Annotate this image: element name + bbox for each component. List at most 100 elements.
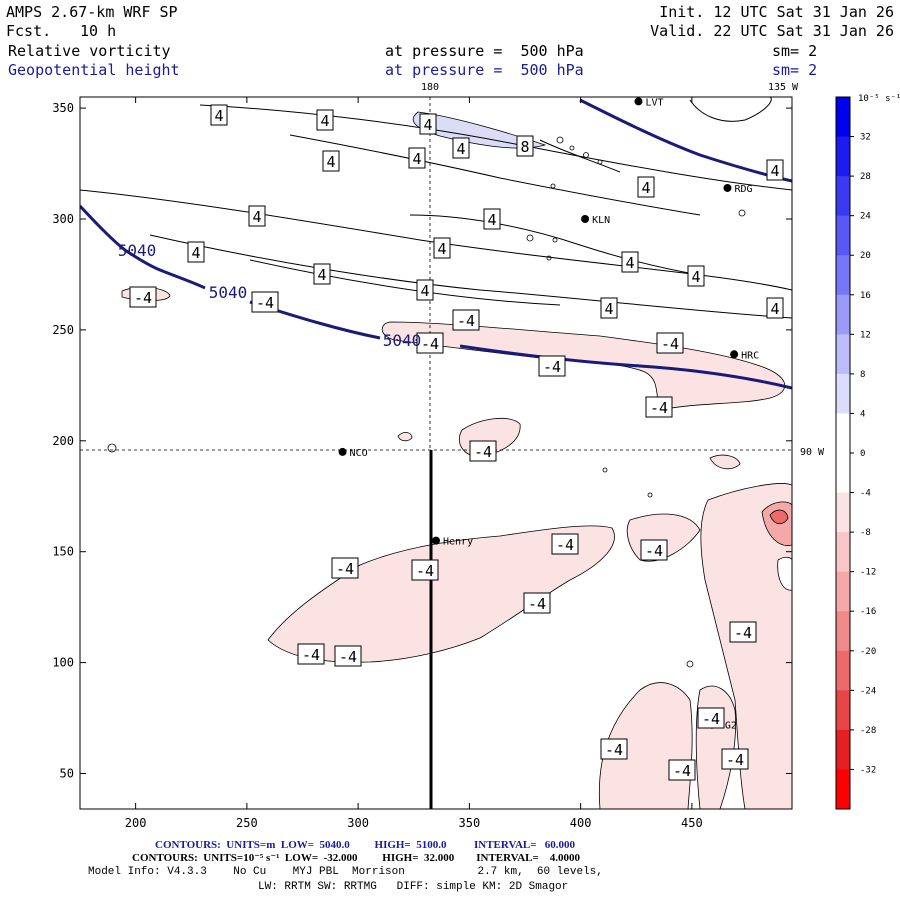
contour-label: -4 (134, 289, 152, 307)
station-label: RDG (734, 184, 752, 195)
station-marker[interactable] (634, 97, 643, 106)
contour-label: 4 (604, 300, 613, 318)
x-tick-label: 250 (236, 816, 258, 830)
height-contour-label: 5040 (118, 241, 157, 260)
contour-label: 4 (423, 116, 432, 134)
station-marker[interactable] (432, 536, 440, 545)
footer-height-contours: CONTOURS: UNITS=m LOW= 5040.0 HIGH= 5100… (155, 839, 576, 851)
y-tick-label: 250 (52, 323, 74, 337)
contour-label-box (210, 104, 228, 126)
negative-vorticity-central (267, 525, 615, 663)
contour-label-box (729, 621, 757, 643)
colorbar-level-label: 28 (860, 172, 871, 182)
x-tick-label: 200 (125, 816, 147, 830)
colorbar-level-label: 12 (860, 330, 871, 340)
contour-label-box (322, 150, 340, 172)
contour-label-box (408, 147, 426, 169)
station-marker[interactable] (338, 447, 347, 456)
x-tick-label: 350 (459, 816, 481, 830)
axis-ticks: 200 250 300 350 400 450 50 100 150 200 250 300 350 (52, 97, 792, 830)
vort-contour-5 (149, 234, 792, 319)
lon-180-label: 180 (421, 82, 439, 93)
contour-label: -4 (421, 335, 439, 353)
colorbar-swatch (836, 176, 850, 217)
colorbar-swatch (836, 492, 850, 533)
station-label: KLN (592, 215, 610, 226)
y-tick-label: 350 (52, 101, 74, 115)
colorbar-swatch (836, 334, 850, 375)
negative-vorticity-east (700, 483, 792, 809)
station-layer: LVT RDG KLN HRC NCO Henry BG2 (338, 97, 759, 732)
contour-label: 4 (412, 150, 421, 168)
contour-label: 4 (317, 266, 326, 284)
colorbar-swatch (836, 97, 850, 138)
contour-label: -4 (645, 542, 663, 560)
colorbar-swatch (836, 215, 850, 256)
contour-label: -4 (528, 595, 546, 613)
contour-label-box (766, 297, 784, 319)
y-tick-label: 150 (52, 545, 74, 559)
contour-label-box (645, 396, 673, 418)
contour-label: 4 (420, 282, 429, 300)
contour-label-box (697, 707, 725, 729)
contour-label-box (483, 208, 501, 230)
contour-label: -4 (726, 751, 744, 769)
contour-label-box (297, 643, 325, 665)
contour-label: 4 (770, 300, 779, 318)
lon-90w-label: 90 W (800, 447, 825, 458)
x-tick-label: 450 (681, 816, 703, 830)
negative-vorticity-band-upper (381, 321, 786, 411)
contour-label-box (668, 759, 696, 781)
field1-level: at pressure = 500 hPa (385, 42, 584, 60)
plot-frame (79, 96, 793, 810)
colorbar-swatch (836, 571, 850, 612)
contour-label: 4 (691, 268, 700, 286)
contour-label-box (766, 159, 784, 181)
colorbar-level-label: -16 (860, 607, 876, 617)
contour-label-box (637, 176, 655, 198)
colorbar-swatch (836, 690, 850, 731)
field2-smoothing: sm= 2 (772, 61, 818, 79)
station-label: HRC (741, 350, 759, 361)
contour-label: 4 (456, 140, 465, 158)
colorbar-swatch (836, 294, 850, 335)
contour-label: -4 (336, 560, 354, 578)
colorbar-level-label: -28 (860, 726, 876, 736)
station-marker[interactable] (730, 350, 739, 359)
contour-label-box (251, 291, 279, 313)
contour-label: 4 (214, 107, 223, 125)
model-title: AMPS 2.67-km WRF SP (6, 3, 178, 21)
contour-label: 4 (320, 112, 329, 130)
contour-label-box (433, 237, 451, 259)
vort-contour-2 (289, 134, 701, 216)
contour-label-box (416, 279, 434, 301)
contour-label: 4 (191, 244, 200, 262)
contour-label: 4 (252, 208, 261, 226)
colorbar-swatch (836, 373, 850, 414)
colorbar-level-label: 16 (860, 291, 871, 301)
colorbar-swatch (836, 769, 850, 810)
colorbar-level-label: 4 (860, 409, 865, 419)
vort-contour-3 (80, 189, 792, 291)
contour-label-box (551, 533, 579, 555)
colorbar-level-label: -20 (860, 647, 876, 657)
vort-contour-4 (409, 214, 701, 276)
colorbar-swatch (836, 611, 850, 652)
station-marker[interactable] (723, 183, 732, 192)
negative-vorticity-small-2 (709, 454, 741, 470)
contour-label: -4 (302, 646, 320, 664)
contour-label-box (129, 286, 157, 308)
contour-label-box (523, 592, 551, 614)
station-label: Henry (443, 537, 473, 548)
white-pocket-east (777, 556, 792, 591)
small-vorticity-features (107, 136, 746, 668)
vorticity-fill-layer (80, 97, 792, 809)
valid-time: Valid. 22 UTC Sat 31 Jan 26 (650, 22, 894, 40)
station-marker[interactable] (581, 214, 590, 223)
contour-label-box (687, 265, 705, 287)
colorbar-swatch (836, 453, 850, 494)
contour-label-box (316, 109, 334, 131)
contour-label-box (187, 241, 205, 263)
footer-vorticity-contours: CONTOURS: UNITS=10⁻⁵ s⁻¹ LOW= -32.000 HI… (132, 852, 581, 864)
